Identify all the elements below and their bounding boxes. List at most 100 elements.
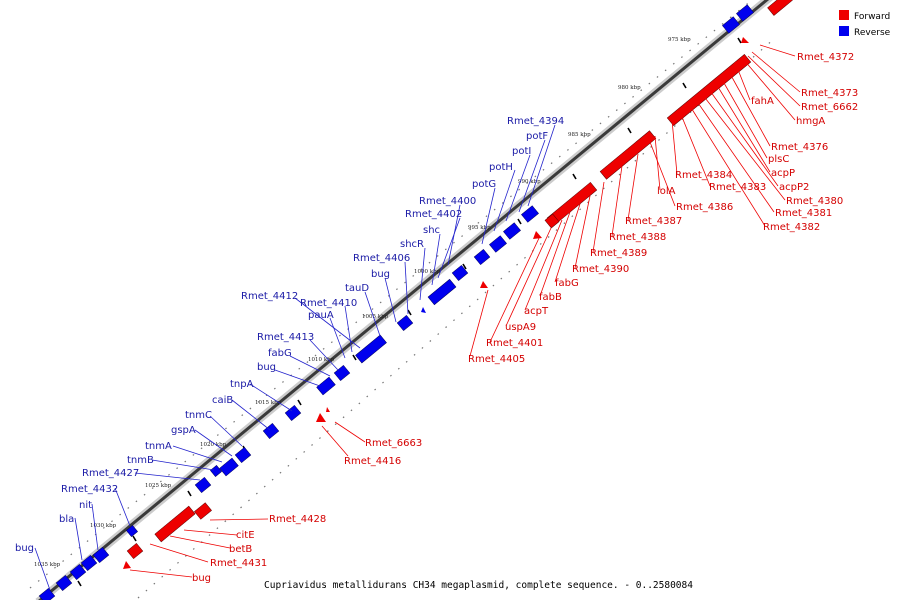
gene-block[interactable] bbox=[489, 235, 507, 253]
gene-label[interactable]: Rmet_4381 bbox=[775, 208, 832, 219]
gene-label[interactable]: Rmet_4431 bbox=[210, 558, 267, 569]
reverse-guide-line bbox=[29, 0, 753, 589]
gene-fragment[interactable] bbox=[533, 231, 542, 239]
gene-fragment[interactable] bbox=[316, 413, 326, 422]
gene-label[interactable]: Rmet_4413 bbox=[257, 332, 314, 343]
gene-label[interactable]: Rmet_6663 bbox=[365, 438, 422, 449]
gene-label[interactable]: Rmet_4410 bbox=[300, 298, 357, 309]
gene-label[interactable]: bug bbox=[371, 269, 390, 280]
gene-label[interactable]: Rmet_4383 bbox=[709, 182, 766, 193]
gene-label[interactable]: lolA bbox=[657, 186, 676, 197]
gene-label[interactable]: Rmet_4400 bbox=[419, 196, 476, 207]
gene-label[interactable]: nit bbox=[79, 500, 92, 511]
gene-label[interactable]: acpP2 bbox=[779, 182, 809, 193]
gene-label[interactable]: Rmet_4390 bbox=[572, 264, 629, 275]
gene-label[interactable]: tauD bbox=[345, 283, 369, 294]
gene-label[interactable]: Rmet_4432 bbox=[61, 484, 118, 495]
gene-fragments bbox=[123, 37, 749, 569]
gene-label[interactable]: shcR bbox=[400, 239, 424, 250]
gene-block[interactable] bbox=[194, 476, 212, 494]
gene-label[interactable]: potG bbox=[472, 179, 496, 190]
gene-label[interactable]: pauA bbox=[308, 310, 334, 321]
gene-label[interactable]: potH bbox=[489, 162, 513, 173]
gene-block[interactable] bbox=[722, 16, 740, 34]
gene-label[interactable]: Rmet_4380 bbox=[786, 196, 843, 207]
gene-label[interactable]: Rmet_4394 bbox=[507, 116, 564, 127]
gene-fragment[interactable] bbox=[741, 37, 749, 43]
gene-label[interactable]: Rmet_4402 bbox=[405, 209, 462, 220]
gene-label[interactable]: Rmet_4386 bbox=[676, 202, 733, 213]
gene-label[interactable]: fabG bbox=[555, 278, 579, 289]
gene-block[interactable] bbox=[219, 457, 239, 477]
gene-label[interactable]: plsC bbox=[768, 154, 789, 165]
gene-block[interactable] bbox=[503, 222, 521, 240]
gene-label[interactable]: Rmet_4389 bbox=[590, 248, 647, 259]
gene-label[interactable]: potF bbox=[526, 131, 548, 142]
gene-block[interactable] bbox=[767, 0, 793, 16]
gene-block[interactable] bbox=[55, 574, 73, 592]
gene-block[interactable] bbox=[451, 264, 469, 282]
gene-block[interactable] bbox=[126, 525, 138, 537]
gene-block[interactable] bbox=[521, 205, 539, 223]
gene-label[interactable]: Rmet_6662 bbox=[801, 102, 858, 113]
gene-label[interactable]: hmgA bbox=[796, 116, 825, 127]
gene-fragment[interactable] bbox=[123, 561, 131, 569]
gene-label[interactable]: Rmet_4384 bbox=[675, 170, 732, 181]
gene-block[interactable] bbox=[234, 446, 252, 464]
gene-label[interactable]: potI bbox=[512, 146, 531, 157]
gene-label[interactable]: bug bbox=[192, 573, 211, 584]
gene-label[interactable]: Rmet_4401 bbox=[486, 338, 543, 349]
gene-label[interactable]: tnmA bbox=[145, 441, 172, 452]
gene-label[interactable]: fabG bbox=[268, 348, 292, 359]
gene-label[interactable]: Rmet_4388 bbox=[609, 232, 666, 243]
gene-label[interactable]: shc bbox=[423, 225, 440, 236]
gene-label[interactable]: betB bbox=[229, 544, 252, 555]
gene-fragment[interactable] bbox=[480, 281, 488, 288]
gene-label[interactable]: tnpA bbox=[230, 379, 254, 390]
gene-label[interactable]: caiB bbox=[212, 395, 233, 406]
gene-label[interactable]: bug bbox=[257, 362, 276, 373]
gene-fragment[interactable] bbox=[421, 307, 426, 313]
gene-block[interactable] bbox=[262, 422, 280, 440]
gene-label[interactable]: Rmet_4427 bbox=[82, 468, 139, 479]
gene-block[interactable] bbox=[544, 213, 560, 229]
gene-label[interactable]: bug bbox=[15, 543, 34, 554]
gene-block[interactable] bbox=[736, 4, 754, 22]
gene-block[interactable] bbox=[427, 278, 457, 306]
gene-block[interactable] bbox=[333, 364, 351, 382]
gene-label[interactable]: acpT bbox=[524, 306, 549, 317]
gene-label[interactable]: fahA bbox=[751, 96, 774, 107]
gene-block[interactable] bbox=[316, 376, 336, 396]
gene-label[interactable]: Rmet_4412 bbox=[241, 291, 298, 302]
gene-block[interactable] bbox=[154, 505, 196, 543]
gene-label[interactable]: tnmB bbox=[127, 455, 154, 466]
gene-label[interactable]: uspA9 bbox=[505, 322, 536, 333]
gene-block[interactable] bbox=[355, 334, 387, 364]
gene-block[interactable] bbox=[92, 546, 110, 564]
gene-label[interactable]: tnmC bbox=[185, 410, 212, 421]
gene-label[interactable]: Rmet_4382 bbox=[763, 222, 820, 233]
gene-block[interactable] bbox=[396, 314, 414, 332]
gene-label[interactable]: bla bbox=[59, 514, 74, 525]
gene-label[interactable]: gspA bbox=[171, 425, 196, 436]
gene-label[interactable]: citE bbox=[236, 530, 255, 541]
gene-block[interactable] bbox=[126, 542, 144, 560]
gene-fragment[interactable] bbox=[326, 407, 330, 412]
gene-label[interactable]: Rmet_4376 bbox=[771, 142, 828, 153]
gene-block[interactable] bbox=[284, 404, 302, 422]
gene-block[interactable] bbox=[473, 248, 491, 266]
gene-block[interactable] bbox=[69, 563, 87, 581]
gene-block[interactable] bbox=[80, 554, 98, 572]
gene-label[interactable]: Rmet_4428 bbox=[269, 514, 326, 525]
gene-label[interactable]: fabB bbox=[539, 292, 562, 303]
gene-label[interactable]: Rmet_4373 bbox=[801, 88, 858, 99]
gene-label[interactable]: Rmet_4387 bbox=[625, 216, 682, 227]
gene-label[interactable]: Rmet_4372 bbox=[797, 52, 854, 63]
gene-label[interactable]: Rmet_4405 bbox=[468, 354, 525, 365]
gene-label[interactable]: Rmet_4416 bbox=[344, 456, 401, 467]
gene-label[interactable]: Rmet_4406 bbox=[353, 253, 410, 264]
gene-block[interactable] bbox=[194, 502, 212, 520]
gene-block[interactable] bbox=[210, 465, 222, 477]
gene-block[interactable] bbox=[599, 130, 657, 180]
gene-label[interactable]: acpP bbox=[771, 168, 795, 179]
